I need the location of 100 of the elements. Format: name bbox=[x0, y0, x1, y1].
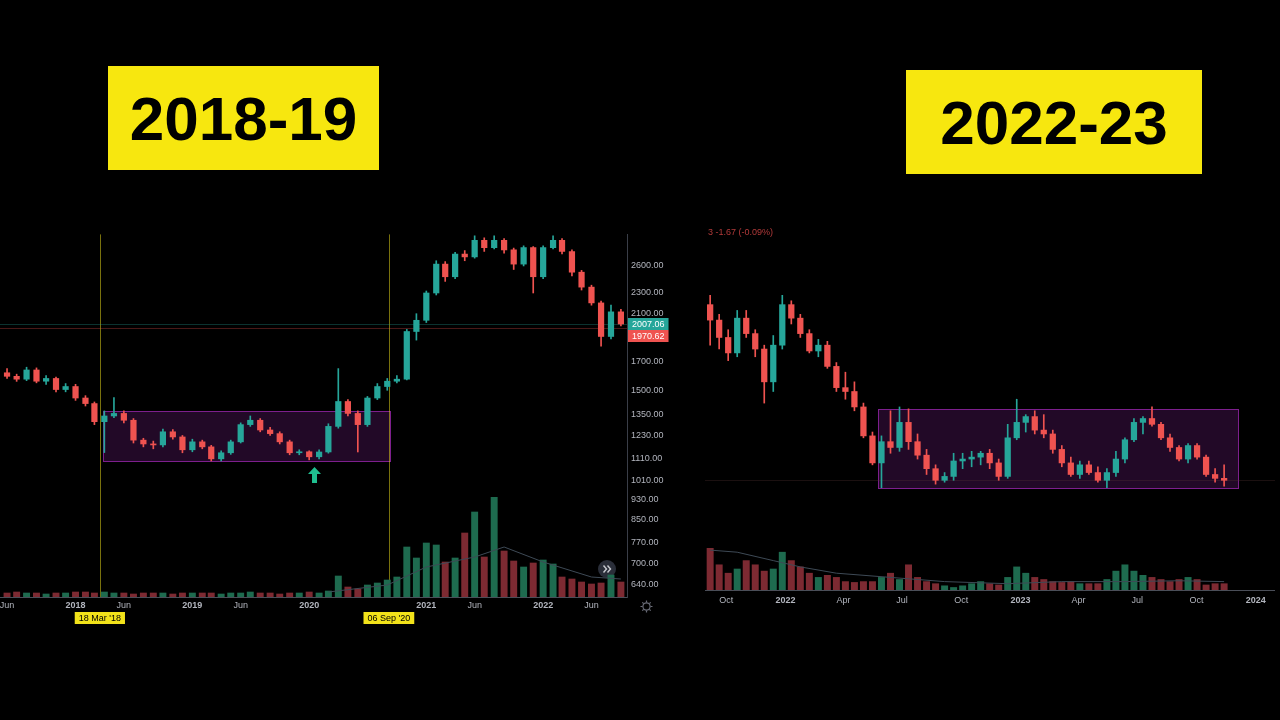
bar bbox=[959, 585, 967, 590]
x-tick-label: Jul bbox=[1131, 594, 1143, 605]
candlestick bbox=[110, 397, 118, 419]
ref-line-label: 1970.62 bbox=[632, 330, 665, 341]
bar bbox=[841, 581, 849, 590]
bar bbox=[1094, 583, 1102, 590]
bar bbox=[100, 591, 108, 597]
bar bbox=[1004, 577, 1012, 590]
bar bbox=[805, 572, 813, 590]
bar bbox=[1058, 582, 1066, 590]
bar bbox=[33, 592, 40, 597]
y-tick-label: 930.00 bbox=[631, 493, 659, 504]
bar bbox=[578, 581, 586, 597]
candlestick bbox=[1220, 464, 1228, 487]
bar bbox=[130, 593, 137, 597]
bar bbox=[237, 592, 245, 597]
bar bbox=[549, 563, 557, 597]
y-tick-label: 1110.00 bbox=[631, 453, 663, 464]
bar bbox=[188, 592, 196, 597]
bar bbox=[510, 560, 518, 597]
bar bbox=[266, 592, 274, 597]
x-tick-label: Jun bbox=[233, 599, 248, 610]
bar bbox=[159, 592, 167, 597]
bar bbox=[932, 583, 940, 590]
bar bbox=[13, 591, 21, 597]
x-tick-label: Jul bbox=[896, 594, 908, 605]
bar bbox=[877, 577, 885, 590]
bar bbox=[110, 592, 118, 597]
bar bbox=[742, 560, 750, 590]
bar bbox=[42, 593, 50, 597]
y-tick-label: 1500.00 bbox=[631, 384, 664, 395]
y-tick-label: 1700.00 bbox=[631, 356, 664, 367]
bar bbox=[480, 556, 488, 597]
bar bbox=[995, 584, 1003, 590]
bar bbox=[256, 592, 264, 597]
x-tick-label: 2019 bbox=[182, 599, 203, 610]
bar bbox=[471, 511, 479, 597]
bar bbox=[198, 592, 206, 597]
y-tick-label: 640.00 bbox=[631, 578, 659, 589]
x-tick-label: Jun bbox=[116, 599, 132, 610]
bar bbox=[354, 588, 362, 597]
bar bbox=[905, 564, 913, 590]
bar bbox=[432, 544, 440, 597]
x-tick-label: Oct bbox=[954, 594, 969, 605]
bar bbox=[1121, 564, 1129, 590]
bar bbox=[823, 574, 831, 590]
x-tick-label: Apr bbox=[836, 594, 851, 605]
bar bbox=[23, 592, 31, 597]
x-tick-label: 2024 bbox=[1245, 594, 1266, 605]
bar bbox=[149, 592, 157, 597]
bar bbox=[733, 568, 741, 590]
bar bbox=[859, 581, 867, 590]
bar bbox=[451, 557, 459, 597]
x-tick-label: 2022 bbox=[533, 599, 554, 610]
bar bbox=[751, 564, 759, 590]
bar bbox=[72, 591, 79, 597]
ref-line-label: 06 Sep '20 bbox=[367, 612, 411, 623]
bar bbox=[422, 542, 430, 597]
bar bbox=[617, 581, 625, 597]
bar bbox=[62, 592, 70, 597]
bar bbox=[868, 581, 876, 590]
y-tick-label: 2300.00 bbox=[631, 287, 664, 298]
bar bbox=[412, 557, 420, 597]
y-tick-label: 700.00 bbox=[631, 558, 659, 569]
y-tick-label: 850.00 bbox=[631, 514, 659, 525]
bar bbox=[1211, 583, 1219, 590]
bar bbox=[1175, 579, 1183, 590]
bar bbox=[461, 532, 469, 597]
bar bbox=[169, 593, 177, 597]
x-tick-label: 2023 bbox=[1010, 594, 1031, 605]
y-tick-label: 1350.00 bbox=[631, 408, 664, 419]
bar bbox=[1085, 583, 1093, 590]
bar bbox=[207, 592, 215, 597]
bar bbox=[178, 592, 186, 597]
bar bbox=[539, 559, 547, 597]
bar bbox=[403, 546, 411, 597]
bar bbox=[968, 583, 976, 590]
bar bbox=[814, 577, 822, 590]
bar bbox=[393, 576, 401, 597]
bar bbox=[276, 593, 284, 597]
bar bbox=[120, 592, 128, 597]
x-tick-label: Jun bbox=[584, 599, 599, 610]
bar bbox=[715, 564, 723, 590]
bar bbox=[520, 566, 528, 597]
bar bbox=[1013, 566, 1021, 590]
bar bbox=[246, 591, 254, 597]
bar bbox=[796, 566, 804, 590]
bar bbox=[950, 587, 958, 590]
x-tick-label: Jun bbox=[467, 599, 482, 610]
x-tick-label: Apr bbox=[1071, 594, 1086, 605]
chart-title: 2022-23 bbox=[906, 70, 1202, 174]
y-tick-label: 1230.00 bbox=[631, 429, 664, 440]
bar bbox=[1031, 577, 1039, 590]
y-tick-label: 2600.00 bbox=[631, 259, 664, 270]
bar bbox=[500, 550, 508, 597]
bar bbox=[1103, 579, 1111, 590]
bar bbox=[706, 548, 714, 590]
bar bbox=[139, 592, 147, 597]
bar bbox=[441, 561, 449, 597]
bar bbox=[887, 572, 894, 590]
